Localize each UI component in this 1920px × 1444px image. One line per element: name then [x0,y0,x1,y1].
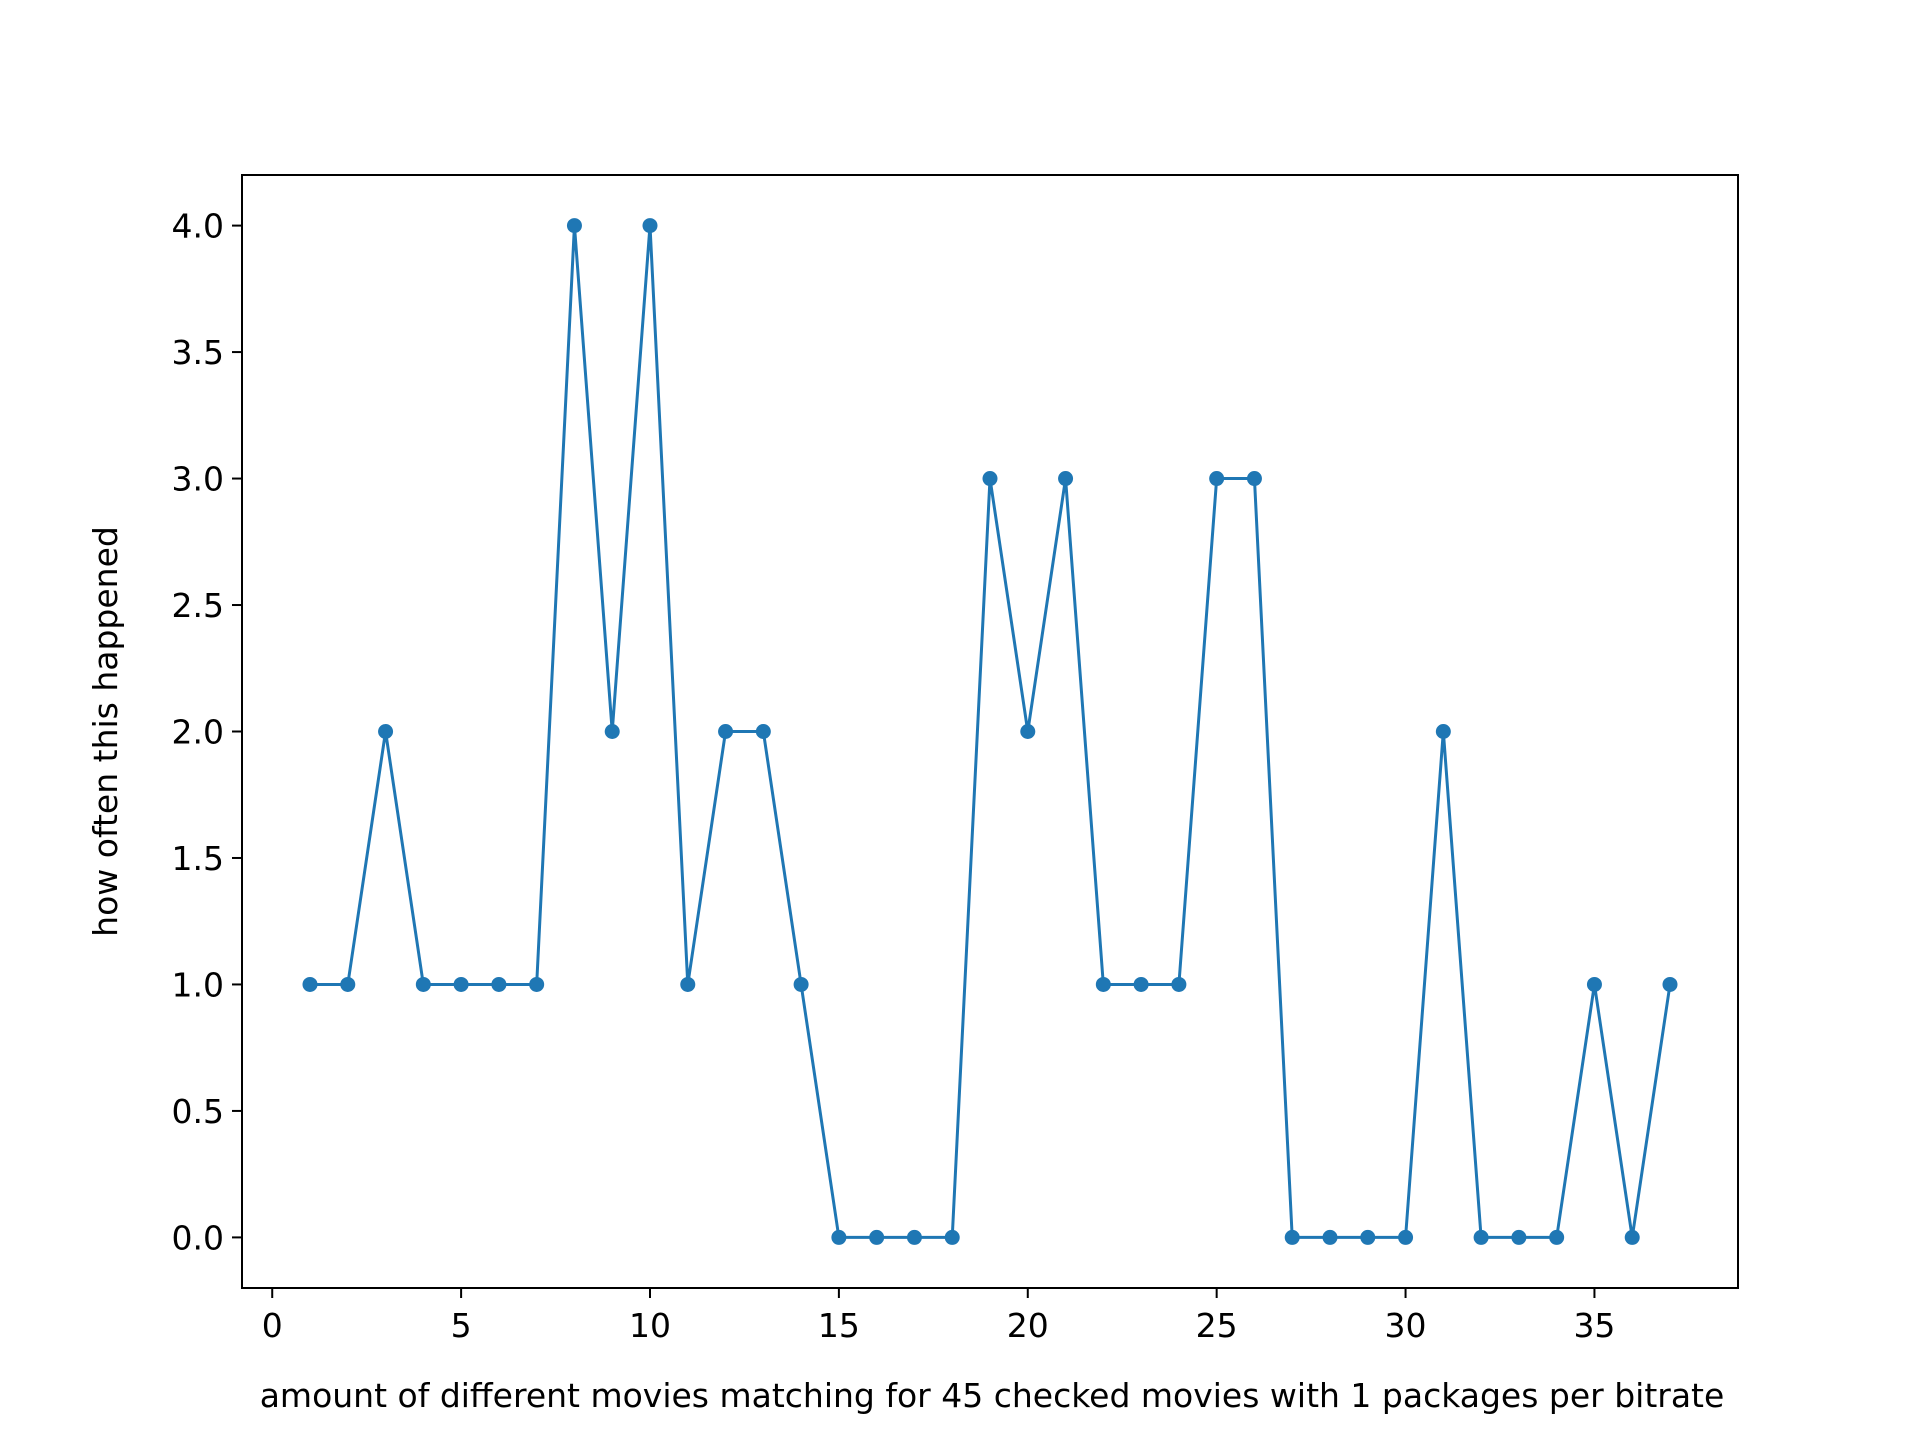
data-point [755,724,771,739]
y-tick-label: 0.0 [172,1218,224,1257]
data-point [718,724,734,739]
data-point [1284,1229,1300,1245]
data-point [1473,1229,1489,1245]
data-point [415,976,431,992]
data-point [302,976,318,992]
x-tick-label: 30 [1385,1306,1427,1345]
x-tick-label: 35 [1573,1306,1615,1345]
data-point [1624,1229,1640,1245]
data-point [529,976,545,992]
data-point [453,976,469,992]
y-tick-label: 1.5 [172,839,224,878]
data-point [1133,976,1149,992]
data-point [1435,724,1451,739]
data-point [604,724,620,739]
y-tick-label: 0.5 [172,1092,224,1131]
data-point [831,1229,847,1245]
data-point [1209,471,1225,487]
y-tick-label: 1.0 [172,965,224,1004]
data-point [906,1229,922,1245]
plot-frame [241,174,1739,1289]
data-point [1095,976,1111,992]
y-tick-label: 3.0 [172,460,224,499]
data-point [1549,1229,1565,1245]
x-tick-label: 0 [262,1306,283,1345]
data-point [566,218,582,234]
data-point [1058,471,1074,487]
data-point [793,976,809,992]
y-axis-label: how often this happened [86,526,125,937]
y-tick-label: 4.0 [172,207,224,246]
x-tick-label: 10 [629,1306,671,1345]
x-tick-label: 5 [451,1306,472,1345]
data-point [340,976,356,992]
data-point [680,976,696,992]
data-point [982,471,998,487]
data-point [1020,724,1036,739]
data-point [1662,976,1678,992]
data-point [1360,1229,1376,1245]
data-point [378,724,394,739]
x-tick-label: 15 [818,1306,860,1345]
data-point [1511,1229,1527,1245]
data-point [1586,976,1602,992]
data-point [869,1229,885,1245]
ticks: 0 5 10 15 20 25 30 35 0.0 0.5 1.0 1.5 2.0 2.5 3.0 3.5 4.… [172,207,1616,1345]
x-tick-label: 20 [1007,1306,1049,1345]
data-point [1398,1229,1414,1245]
data-point [1246,471,1262,487]
y-tick-label: 2.5 [172,586,224,625]
data-point [1322,1229,1338,1245]
data-points [302,218,1678,1245]
data-point [1171,976,1187,992]
x-axis-label: amount of different movies matching for … [260,1376,1725,1415]
x-tick-label: 25 [1196,1306,1238,1345]
y-tick-label: 2.0 [172,713,224,752]
y-tick-label: 3.5 [172,333,224,372]
data-point [491,976,507,992]
data-point [642,218,658,234]
data-point [944,1229,960,1245]
